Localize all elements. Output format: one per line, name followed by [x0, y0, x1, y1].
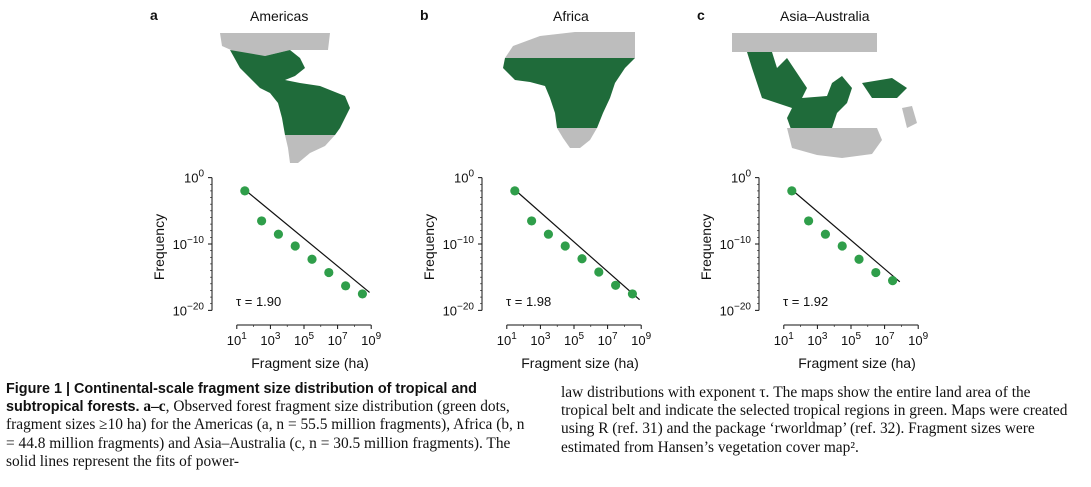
x-tick-label: 101: [774, 331, 794, 348]
panel-africa: b Africa 100 10−10 10−20 101 103 105 107 109 τ…: [420, 0, 710, 375]
x-tick-label: 109: [908, 331, 928, 348]
x-ticks: 101 103 105 107 109: [227, 324, 382, 348]
data-point: [577, 254, 587, 264]
x-tick-label: 101: [227, 331, 247, 348]
y-tick-label: 100: [454, 169, 474, 186]
tau-label: τ = 1.98: [506, 294, 551, 309]
caption-lead: Figure 1 | Continental-scale fragment si…: [6, 381, 477, 416]
x-tick-label: 109: [631, 331, 651, 348]
x-axis-label: Fragment size (ha): [251, 355, 368, 371]
data-point: [307, 254, 317, 264]
data-point: [273, 229, 284, 239]
y-axis-label: Frequency: [698, 214, 714, 280]
asia-australia-map: [732, 33, 917, 158]
x-tick-label: 107: [598, 331, 618, 348]
data-points: [240, 186, 368, 299]
x-tick-label: 105: [564, 331, 584, 348]
caption-right-text: law distributions with exponent τ. The m…: [561, 384, 1068, 456]
americas-map: [220, 33, 350, 163]
panel-letter: a: [150, 7, 158, 23]
x-axis-label: Fragment size (ha): [798, 355, 915, 371]
fit-line-segment: [514, 189, 640, 301]
x-tick-label: 105: [294, 331, 314, 348]
figure-caption-left: Figure 1 | Continental-scale fragment si…: [6, 380, 532, 471]
panel-letter: b: [420, 7, 429, 23]
caption-left-text: , Observed forest fragment size distribu…: [6, 398, 525, 470]
x-ticks: 101 103 105 107 109: [497, 324, 652, 348]
y-tick-label: 10−20: [720, 301, 752, 318]
africa-map: [503, 32, 635, 148]
x-tick-label: 103: [530, 331, 550, 348]
panel-title: Africa: [553, 8, 589, 24]
tau-label: τ = 1.90: [236, 294, 281, 309]
data-point: [290, 241, 300, 251]
data-point: [324, 267, 334, 278]
x-tick-label: 107: [875, 331, 895, 348]
x-tick-label: 105: [841, 331, 861, 348]
figure-caption-right: law distributions with exponent τ. The m…: [561, 384, 1081, 457]
data-point: [543, 229, 554, 239]
x-tick-label: 101: [497, 331, 517, 348]
x-tick-label: 107: [328, 331, 348, 348]
x-tick-label: 109: [361, 331, 381, 348]
plot-americas: 100 10−10 10−20 101 103 105 107 109 τ = 1.90 F…: [151, 169, 382, 371]
data-point: [594, 267, 604, 277]
data-point: [627, 289, 638, 299]
y-tick-label: 10−20: [173, 301, 205, 318]
y-tick-label: 100: [731, 169, 751, 186]
x-tick-label: 103: [260, 331, 280, 348]
data-point: [560, 241, 570, 251]
y-ticks: 100 10−10 10−20: [173, 169, 213, 318]
fit-line: [514, 189, 640, 301]
data-point: [257, 216, 267, 226]
data-point: [341, 281, 351, 291]
panel-americas: a Americas 100 10−10 10−20 101 103 105 107 109…: [150, 0, 440, 375]
fit-line-segment: [791, 189, 901, 283]
caption-part-label: a–c: [143, 398, 166, 416]
y-tick-label: 10−20: [443, 301, 475, 318]
data-point: [240, 186, 250, 196]
data-point: [787, 186, 797, 196]
panel-asia-australia: c Asia–Australia 100 10−10 10−20 101 103 105…: [697, 0, 987, 375]
y-tick-label: 10−10: [720, 235, 752, 252]
data-point: [611, 280, 621, 290]
y-ticks: 100 10−10 10−20: [720, 169, 760, 318]
x-ticks: 101 103 105 107 109: [774, 324, 929, 348]
data-point: [804, 216, 814, 226]
panel-letter: c: [697, 7, 705, 23]
plot-asia-australia: 100 10−10 10−20 101 103 105 107 109 τ = 1.92 F…: [698, 169, 929, 371]
data-point: [854, 254, 864, 264]
y-ticks: 100 10−10 10−20: [443, 169, 483, 318]
fit-line-segment: [244, 189, 370, 293]
x-tick-label: 103: [807, 331, 827, 348]
data-points: [510, 186, 638, 299]
y-tick-label: 100: [184, 169, 204, 186]
panel-title: Asia–Australia: [780, 8, 870, 24]
y-axis-label: Frequency: [151, 214, 167, 280]
data-point: [837, 241, 847, 251]
fit-line: [791, 189, 901, 283]
panel-title: Americas: [250, 8, 309, 24]
tau-label: τ = 1.92: [783, 294, 828, 309]
y-axis-label: Frequency: [421, 214, 437, 280]
y-tick-label: 10−10: [443, 235, 475, 252]
data-point: [888, 276, 898, 286]
data-point: [527, 216, 537, 226]
x-axis-label: Fragment size (ha): [521, 355, 638, 371]
data-point: [357, 289, 368, 299]
y-tick-label: 10−10: [173, 235, 205, 252]
data-point: [871, 267, 881, 278]
data-point: [820, 229, 831, 239]
data-point: [510, 186, 520, 196]
fit-line: [244, 189, 370, 293]
plot-africa: 100 10−10 10−20 101 103 105 107 109 τ = 1.98 F…: [421, 169, 652, 371]
data-points: [787, 186, 898, 286]
